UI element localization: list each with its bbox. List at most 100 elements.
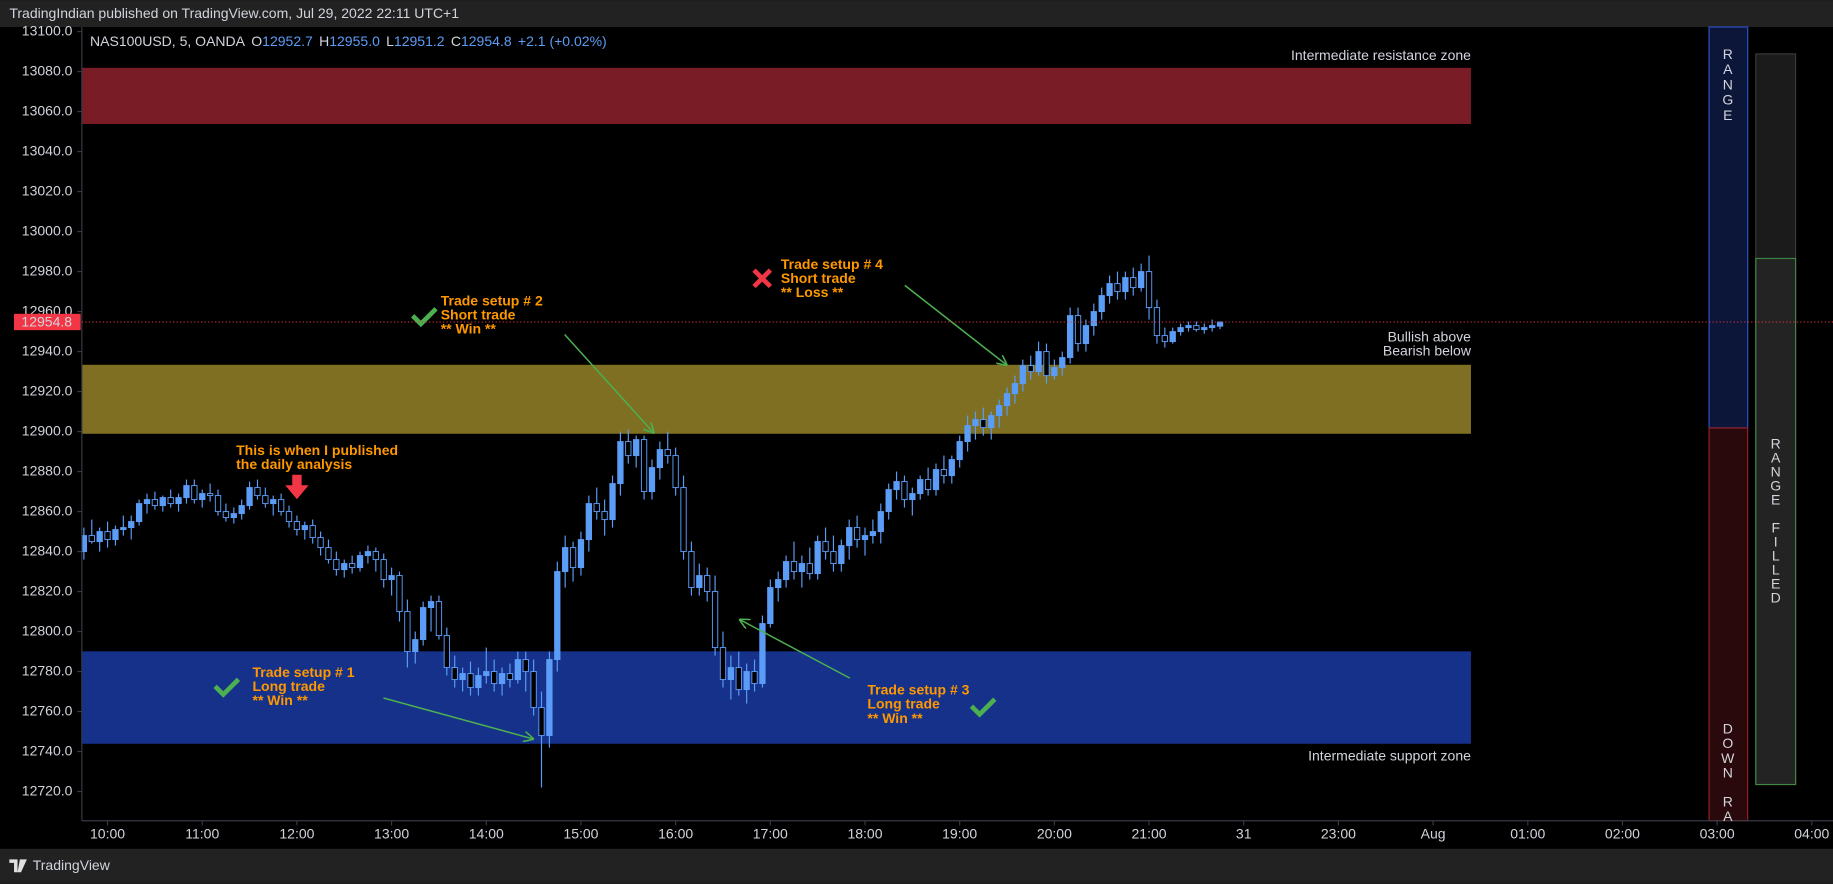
- annotation: ** Win **: [867, 710, 923, 726]
- legend-close: 12954.8: [461, 33, 512, 49]
- candle-body: [483, 671, 490, 677]
- candle-body: [980, 419, 987, 429]
- arrow: [740, 620, 851, 679]
- candle-body: [348, 563, 356, 569]
- candle-body: [191, 485, 198, 501]
- candle-body: [751, 671, 758, 685]
- candle-body: [1209, 325, 1216, 329]
- candle-body: [1193, 325, 1200, 331]
- candle-body: [656, 449, 664, 469]
- candle-body: [333, 559, 340, 571]
- range-bar-down: [1708, 427, 1749, 822]
- candle-body: [1043, 351, 1050, 377]
- candle-body: [846, 527, 853, 547]
- range-bar-up: [1708, 26, 1749, 429]
- x-tick-label: 10:00: [90, 825, 125, 841]
- candle-body: [151, 499, 159, 507]
- candle-body: [1185, 325, 1192, 329]
- candle-body: [143, 499, 151, 505]
- legend-change: +2.1 (+0.02%): [518, 33, 607, 49]
- candle-body: [206, 493, 214, 497]
- candle-body: [759, 623, 766, 685]
- candle-body: [435, 601, 443, 637]
- candle-body: [506, 673, 514, 681]
- candle-body: [719, 647, 727, 681]
- header-bar: [0, 0, 1833, 28]
- candle-body: [1114, 283, 1121, 293]
- annotation: Long trade: [253, 678, 326, 694]
- candle-body: [814, 541, 821, 575]
- candle-body: [530, 671, 537, 709]
- candle-body: [1019, 365, 1026, 385]
- range-panel: [1708, 26, 1797, 822]
- y-tick-label: 12780.0: [22, 662, 73, 678]
- legend-high: 12955.0: [329, 33, 380, 49]
- legend-open: 12952.7: [262, 33, 313, 49]
- zone-label: Bullish above: [1388, 329, 1472, 345]
- candle-body: [877, 511, 884, 533]
- candle-body: [285, 511, 293, 523]
- candle-body: [498, 673, 506, 685]
- candle-body: [475, 675, 482, 689]
- y-tick-label: 12920.0: [22, 382, 73, 398]
- candle-body: [625, 441, 632, 457]
- candle-body: [175, 497, 182, 505]
- candle-body: [988, 415, 995, 429]
- annotation: Long trade: [867, 696, 940, 712]
- candle-body: [1098, 295, 1105, 313]
- candle-body: [301, 525, 308, 531]
- candle-body: [633, 439, 640, 457]
- annotation: ** Win **: [441, 320, 497, 336]
- candle-body: [601, 511, 608, 521]
- y-tick-label: 13000.0: [22, 222, 73, 238]
- candle-body: [88, 535, 95, 543]
- candle-body: [356, 555, 364, 569]
- candle-body: [183, 485, 190, 499]
- candle-body: [901, 481, 908, 501]
- candle-body: [1090, 311, 1097, 327]
- candle-body: [420, 607, 427, 641]
- candle-body: [317, 537, 324, 549]
- candle-body: [1066, 315, 1074, 359]
- candle-body: [1059, 357, 1066, 369]
- candle-body: [940, 469, 948, 477]
- candle-body: [704, 575, 711, 593]
- y-tick-label: 13060.0: [22, 102, 73, 118]
- x-tick-label: 01:00: [1510, 825, 1545, 841]
- annotation: ** Loss **: [781, 284, 844, 300]
- candle-body: [1122, 277, 1129, 293]
- y-tick-label: 13080.0: [22, 62, 73, 78]
- candle-body: [412, 639, 419, 653]
- legend-high-label: H: [319, 33, 329, 49]
- candle-body: [199, 493, 206, 501]
- arrow: [904, 284, 1007, 364]
- y-tick-label: 12740.0: [22, 742, 73, 758]
- candle-body: [1216, 321, 1224, 327]
- zone-label: Intermediate support zone: [1308, 747, 1471, 763]
- candle-body: [569, 547, 577, 569]
- candle-body: [514, 659, 521, 681]
- candle-body: [743, 671, 750, 691]
- candle-body: [577, 539, 585, 569]
- candle-body: [81, 535, 88, 553]
- x-tick-label: 16:00: [658, 825, 693, 841]
- candle-body: [585, 503, 592, 541]
- x-tick-label: 17:00: [753, 825, 788, 841]
- annotation: Trade setup # 2: [441, 292, 543, 308]
- candle-body: [293, 521, 301, 531]
- annotation: Trade setup # 4: [781, 256, 883, 272]
- footer-bar: [0, 848, 1833, 884]
- candle-body: [593, 503, 600, 513]
- candle-body: [711, 591, 719, 649]
- candle-body: [932, 469, 940, 491]
- legend-low-label: L: [386, 33, 394, 49]
- y-tick-label: 12760.0: [22, 702, 73, 718]
- candle-body: [995, 405, 1003, 417]
- x-tick-label: Aug: [1421, 825, 1446, 841]
- candle-body: [222, 511, 230, 519]
- header-text: TradingIndian published on TradingView.c…: [9, 5, 459, 21]
- annotation: Trade setup # 3: [867, 682, 969, 698]
- candle-body: [1074, 315, 1082, 345]
